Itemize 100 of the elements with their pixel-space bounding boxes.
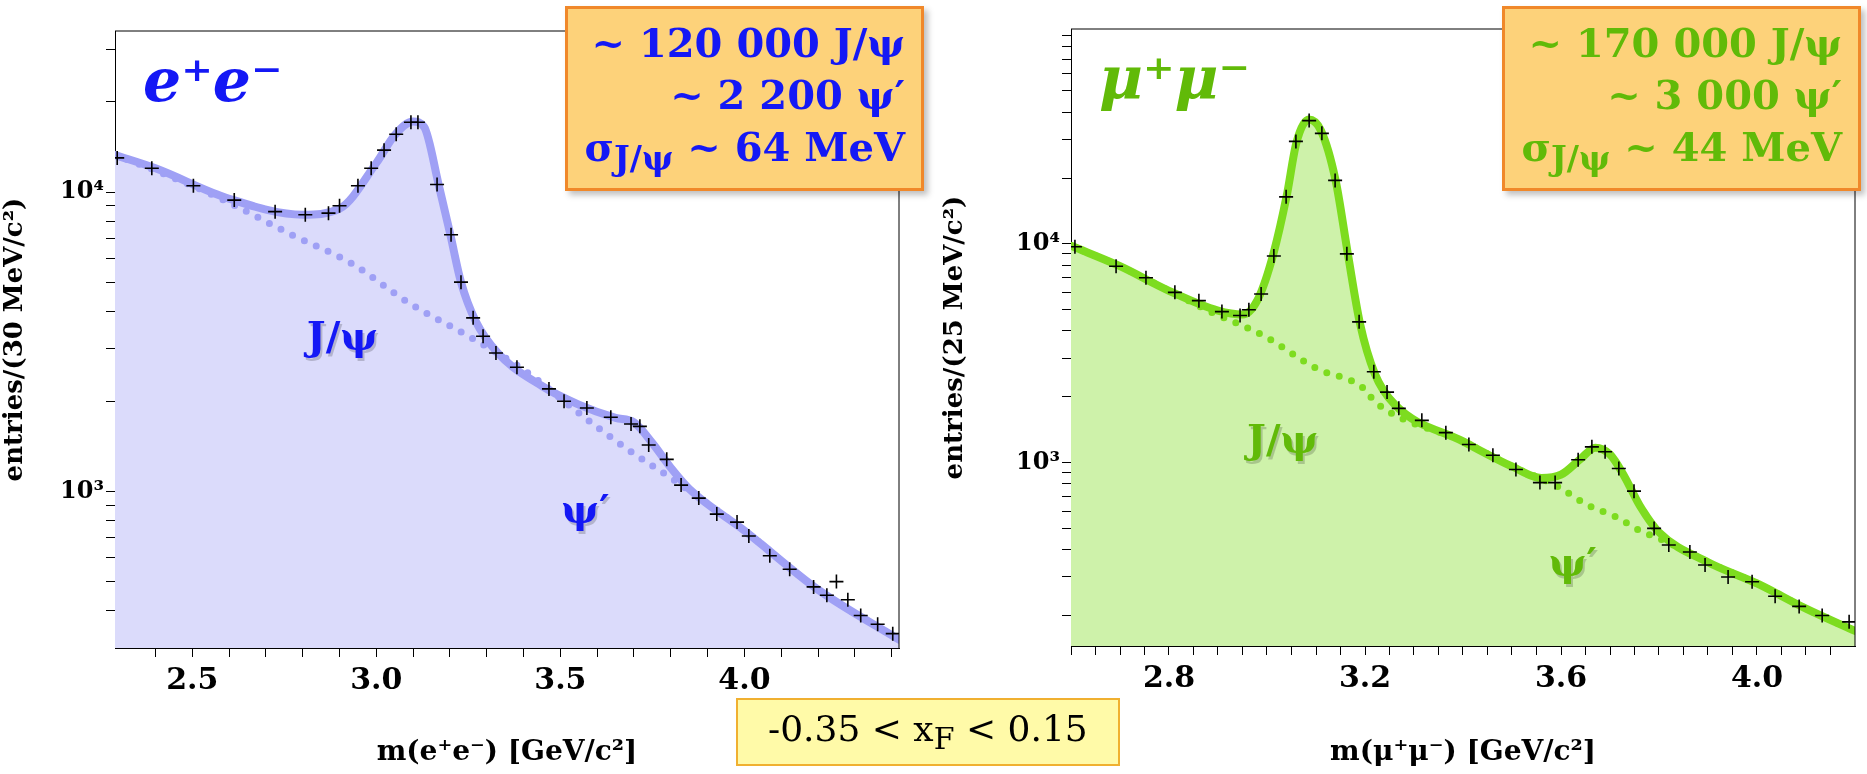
point xyxy=(673,477,689,493)
point xyxy=(1485,447,1501,464)
point xyxy=(509,359,525,375)
point xyxy=(443,226,459,243)
point xyxy=(1744,574,1760,590)
point xyxy=(226,192,243,208)
point xyxy=(331,197,348,214)
y-tick-label: 10³ xyxy=(1016,445,1060,475)
point xyxy=(741,528,757,544)
point xyxy=(297,206,314,223)
point xyxy=(640,437,657,453)
annotation: σ$_{J/ψ}$ ~ 44 MeV xyxy=(1521,122,1842,180)
point xyxy=(1278,189,1294,205)
point xyxy=(1138,269,1154,286)
x-tick-label: 3.6 xyxy=(1534,658,1588,694)
point xyxy=(1461,436,1477,453)
point xyxy=(1841,614,1855,630)
point xyxy=(1314,125,1330,142)
point xyxy=(1241,301,1257,318)
y-axis-title: entries/(25 MeV/c²) xyxy=(938,195,969,480)
point xyxy=(1288,133,1304,150)
point xyxy=(603,409,619,425)
point xyxy=(1108,258,1124,275)
point xyxy=(475,328,491,344)
point xyxy=(376,142,392,158)
point xyxy=(762,547,778,564)
point xyxy=(1767,588,1783,604)
point xyxy=(1532,474,1548,491)
point xyxy=(185,177,202,194)
annotation: J/ψ xyxy=(1246,417,1321,465)
label-box: ~ 170 000 J/ψ ~ 3 000 ψ′ σ$_{J/ψ}$ ~ 44 MeV xyxy=(1502,6,1861,192)
point xyxy=(429,176,445,193)
y-tick-label: 10⁴ xyxy=(60,175,104,205)
point xyxy=(1791,598,1807,615)
point xyxy=(541,381,557,397)
point xyxy=(623,416,639,432)
point xyxy=(465,310,481,326)
point xyxy=(1301,112,1317,129)
x-tick-label: 4.0 xyxy=(718,660,771,696)
point xyxy=(884,625,899,642)
x-tick-label: 3.5 xyxy=(534,660,587,696)
point xyxy=(1327,172,1343,189)
point xyxy=(1339,246,1355,262)
y-tick-label: 10³ xyxy=(60,474,104,504)
point xyxy=(852,607,869,624)
annotation: ~ 170 000 J/ψ xyxy=(1527,18,1842,68)
point xyxy=(632,418,648,435)
point xyxy=(840,591,856,608)
point xyxy=(1646,520,1662,537)
x-axis-title: m(e⁺e⁻) [GeV/c²] xyxy=(376,734,638,768)
annotation: ψ′ xyxy=(563,487,612,535)
point xyxy=(709,506,725,522)
point xyxy=(579,400,595,416)
annotation: J/ψ xyxy=(305,314,380,362)
point xyxy=(1191,292,1207,309)
point xyxy=(1508,461,1524,478)
y-axis-title: entries/(30 MeV/c²) xyxy=(0,197,29,482)
label-box: -0.35 < x$_{F}$ < 0.15 xyxy=(736,698,1120,767)
point xyxy=(1682,544,1698,560)
x-axis-title: m(μ⁺μ⁻) [GeV/c²] xyxy=(1330,734,1596,768)
point xyxy=(1391,400,1407,417)
point xyxy=(267,203,283,220)
point xyxy=(1597,444,1613,460)
point xyxy=(690,490,707,506)
point xyxy=(658,451,675,468)
point xyxy=(453,274,469,290)
point xyxy=(388,126,405,143)
label-box: ~ 120 000 J/ψ ~ 2 200 ψ′ σ$_{J/ψ}$ ~ 64 MeV xyxy=(565,6,924,192)
point xyxy=(1351,314,1367,330)
point xyxy=(1414,412,1430,429)
point xyxy=(1720,569,1736,585)
x-tick-label: 3.0 xyxy=(350,660,403,696)
point xyxy=(363,160,379,177)
point xyxy=(781,561,798,577)
y-tick-label: 10⁴ xyxy=(1016,227,1060,257)
point xyxy=(556,393,572,410)
chart-title: e⁺e⁻ xyxy=(143,45,283,115)
point xyxy=(1438,424,1454,441)
point xyxy=(1253,286,1269,302)
annotation: ~ 2 200 ψ′ xyxy=(669,70,905,120)
point xyxy=(1626,483,1642,499)
point xyxy=(1379,384,1395,400)
point xyxy=(828,573,845,590)
point xyxy=(350,177,366,194)
point xyxy=(1214,303,1230,320)
point xyxy=(1167,284,1183,301)
annotation: ψ′ xyxy=(1550,541,1599,589)
point xyxy=(144,160,160,177)
point xyxy=(488,345,504,361)
point xyxy=(1611,460,1627,477)
x-tick-label: 3.2 xyxy=(1338,658,1392,694)
point xyxy=(1570,451,1586,468)
point xyxy=(1584,439,1600,455)
point xyxy=(320,205,337,221)
point xyxy=(1814,607,1830,624)
point xyxy=(410,114,426,131)
annotation: ~ 3 000 ψ′ xyxy=(1606,70,1842,120)
point xyxy=(805,579,822,595)
point xyxy=(729,514,745,530)
point xyxy=(1366,364,1382,380)
